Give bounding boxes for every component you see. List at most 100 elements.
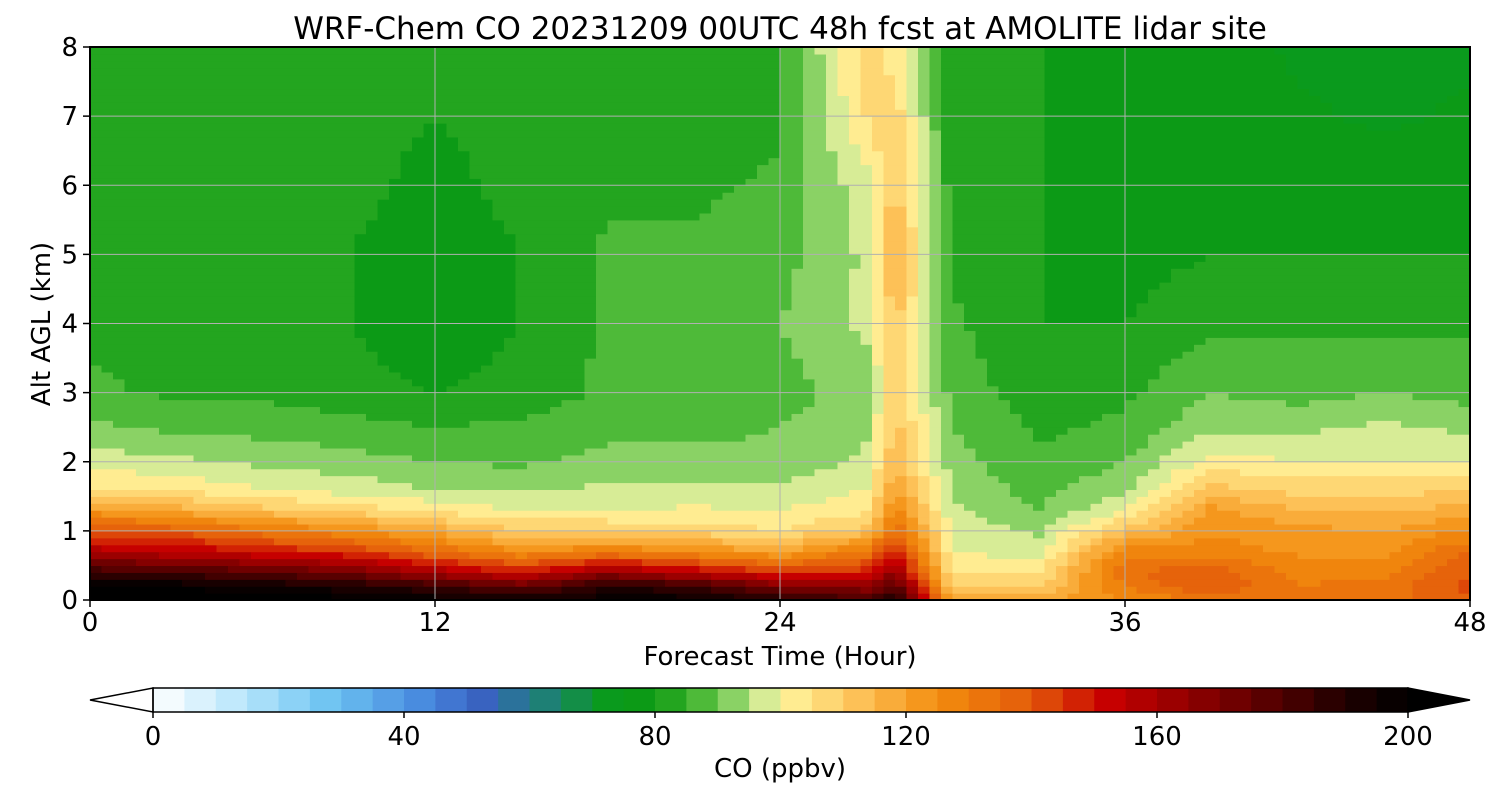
co-cell	[159, 116, 172, 124]
co-cell	[722, 226, 735, 235]
co-cell	[297, 482, 310, 490]
co-cell	[688, 441, 701, 449]
co-cell	[676, 205, 689, 214]
co-cell	[343, 157, 356, 166]
co-cell	[481, 282, 494, 290]
co-cell	[665, 468, 678, 477]
co-cell	[320, 309, 333, 318]
co-cell	[734, 434, 747, 442]
co-cell	[573, 385, 586, 394]
co-cell	[182, 74, 195, 83]
co-cell	[642, 116, 655, 124]
co-cell	[193, 226, 206, 235]
co-cell	[147, 454, 160, 463]
co-cell	[607, 337, 620, 345]
co-cell	[665, 503, 678, 511]
co-cell	[584, 378, 597, 387]
co-cell	[722, 523, 735, 532]
co-cell	[538, 288, 551, 297]
co-cell	[124, 503, 137, 511]
co-cell	[274, 60, 287, 69]
co-cell	[343, 67, 356, 76]
co-cell	[446, 461, 459, 470]
co-cell	[101, 420, 114, 428]
co-cell	[630, 434, 643, 442]
co-cell	[630, 572, 643, 580]
co-cell	[665, 496, 678, 504]
co-cell	[239, 593, 252, 600]
co-cell	[527, 219, 540, 228]
co-cell	[527, 447, 540, 456]
co-cell	[538, 482, 551, 490]
co-cell	[205, 226, 218, 235]
co-cell	[124, 309, 137, 318]
co-cell	[377, 192, 390, 200]
co-cell	[561, 67, 574, 76]
co-cell	[159, 171, 172, 179]
co-cell	[136, 427, 149, 435]
co-cell	[676, 461, 689, 470]
co-cell	[584, 503, 597, 511]
co-cell	[688, 517, 701, 525]
co-cell	[262, 544, 275, 553]
co-cell	[274, 537, 287, 546]
co-cell	[251, 406, 264, 414]
co-cell	[757, 261, 770, 269]
co-cell	[768, 468, 781, 477]
co-cell	[791, 572, 804, 580]
co-cell	[492, 565, 505, 573]
co-cell	[251, 205, 264, 214]
co-cell	[216, 461, 229, 470]
co-cell	[653, 544, 666, 553]
co-cell	[665, 551, 678, 560]
co-cell	[561, 136, 574, 145]
co-cell	[768, 205, 781, 214]
co-cell	[458, 537, 471, 546]
co-cell	[389, 47, 402, 55]
co-cell	[538, 136, 551, 145]
co-cell	[665, 199, 678, 207]
co-cell	[515, 523, 528, 532]
co-cell	[101, 199, 114, 207]
co-cell	[688, 171, 701, 179]
co-cell	[768, 523, 781, 532]
co-cell	[136, 364, 149, 373]
co-cell	[561, 316, 574, 325]
co-cell	[768, 95, 781, 103]
co-cell	[239, 406, 252, 414]
co-cell	[435, 468, 448, 477]
co-cell	[573, 503, 586, 511]
co-cell	[711, 67, 724, 76]
co-cell	[734, 517, 747, 525]
co-cell	[113, 434, 126, 442]
co-cell	[630, 67, 643, 76]
co-cell	[481, 496, 494, 504]
co-cell	[711, 489, 724, 497]
co-cell	[366, 496, 379, 504]
co-cell	[561, 378, 574, 387]
co-cell	[239, 164, 252, 173]
co-cell	[320, 558, 333, 567]
co-cell	[734, 586, 747, 594]
co-cell	[803, 351, 816, 359]
co-cell	[699, 475, 712, 484]
co-cell	[366, 109, 379, 117]
co-cell	[136, 447, 149, 456]
co-cell	[596, 572, 609, 580]
co-cell	[630, 47, 643, 55]
co-cell	[274, 441, 287, 449]
co-cell	[262, 123, 275, 131]
co-cell	[101, 572, 114, 580]
co-cell	[642, 503, 655, 511]
co-cell	[527, 358, 540, 366]
co-cell	[90, 503, 103, 511]
co-cell	[642, 468, 655, 477]
co-cell	[435, 53, 448, 62]
co-cell	[124, 81, 137, 90]
co-cell	[435, 282, 448, 290]
co-cell	[745, 579, 758, 587]
co-cell	[573, 551, 586, 560]
co-cell	[297, 275, 310, 283]
co-cell	[699, 551, 712, 560]
co-cell	[262, 212, 275, 221]
